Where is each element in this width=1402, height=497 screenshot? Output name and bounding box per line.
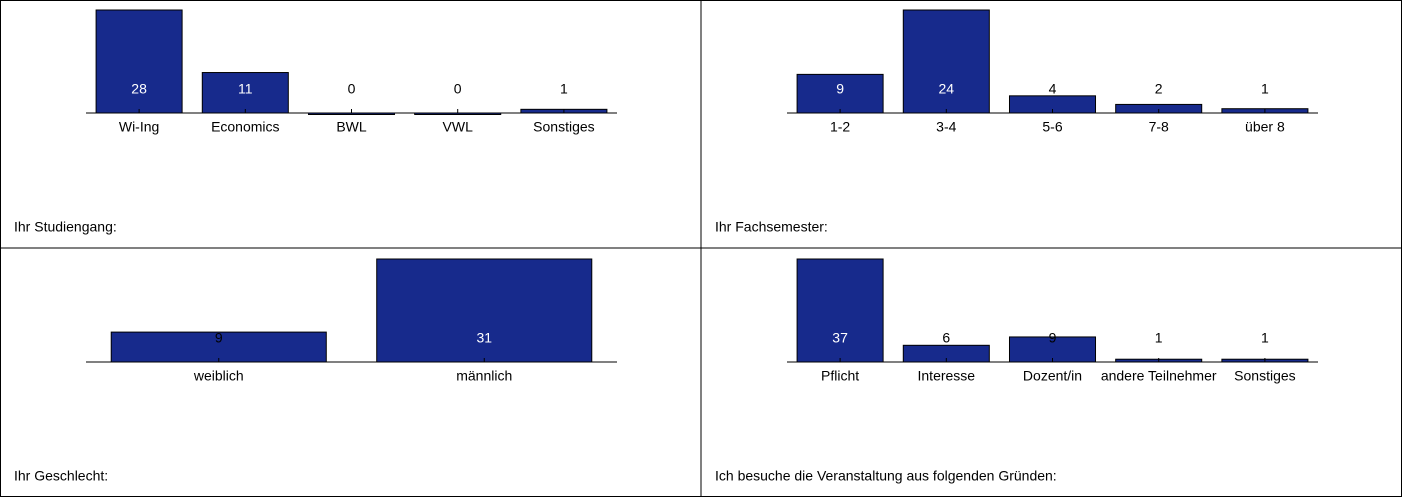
value-label: 24 xyxy=(939,81,955,97)
bar xyxy=(796,73,884,114)
x-tick-label: BWL xyxy=(336,119,367,135)
value-label: 6 xyxy=(942,330,950,346)
value-label: 1 xyxy=(1155,330,1163,346)
x-tick-label: Pflicht xyxy=(821,368,859,384)
value-label: 1 xyxy=(1261,330,1269,346)
x-tick-label: 5-6 xyxy=(1042,119,1062,135)
x-tick-label: 3-4 xyxy=(936,119,956,135)
panel-title: Ich besuche die Veranstaltung aus folgen… xyxy=(715,468,1057,484)
value-label: 4 xyxy=(1049,81,1057,97)
x-tick-label: Economics xyxy=(211,119,279,135)
x-tick-label: 7-8 xyxy=(1149,119,1169,135)
x-tick-label: Sonstiges xyxy=(1234,368,1295,384)
bar xyxy=(307,112,396,115)
bar xyxy=(902,9,990,114)
x-tick-label: VWL xyxy=(443,119,474,135)
x-tick-label: andere Teilnehmer xyxy=(1101,368,1217,384)
x-tick-label: männlich xyxy=(456,368,512,384)
x-tick-label: Wi-Ing xyxy=(119,119,159,135)
value-label: 31 xyxy=(476,330,492,346)
value-label: 9 xyxy=(836,81,844,97)
value-label: 37 xyxy=(832,330,848,346)
bar xyxy=(95,9,183,114)
panel-title: Ihr Fachsemester: xyxy=(715,219,828,235)
x-tick-label: weiblich xyxy=(193,368,244,384)
panel-title: Ihr Geschlecht: xyxy=(14,468,108,484)
value-label: 0 xyxy=(454,81,462,97)
x-tick-label: über 8 xyxy=(1245,119,1285,135)
bar xyxy=(1008,336,1097,363)
value-label: 0 xyxy=(348,81,356,97)
bar xyxy=(110,331,327,363)
bar xyxy=(376,258,593,363)
value-label: 1 xyxy=(1261,81,1269,97)
value-label: 1 xyxy=(560,81,568,97)
bar xyxy=(201,72,289,114)
panel-title: Ihr Studiengang: xyxy=(14,219,117,235)
x-tick-label: Interesse xyxy=(918,368,976,384)
value-label: 11 xyxy=(238,81,253,97)
x-tick-label: Sonstiges xyxy=(533,119,594,135)
x-tick-label: Dozent/in xyxy=(1023,368,1082,384)
bar xyxy=(796,258,884,363)
x-tick-label: 1-2 xyxy=(830,119,850,135)
value-label: 9 xyxy=(215,330,223,346)
bar xyxy=(414,112,502,115)
value-label: 2 xyxy=(1155,81,1163,97)
value-label: 28 xyxy=(131,81,147,97)
value-label: 9 xyxy=(1049,330,1057,346)
